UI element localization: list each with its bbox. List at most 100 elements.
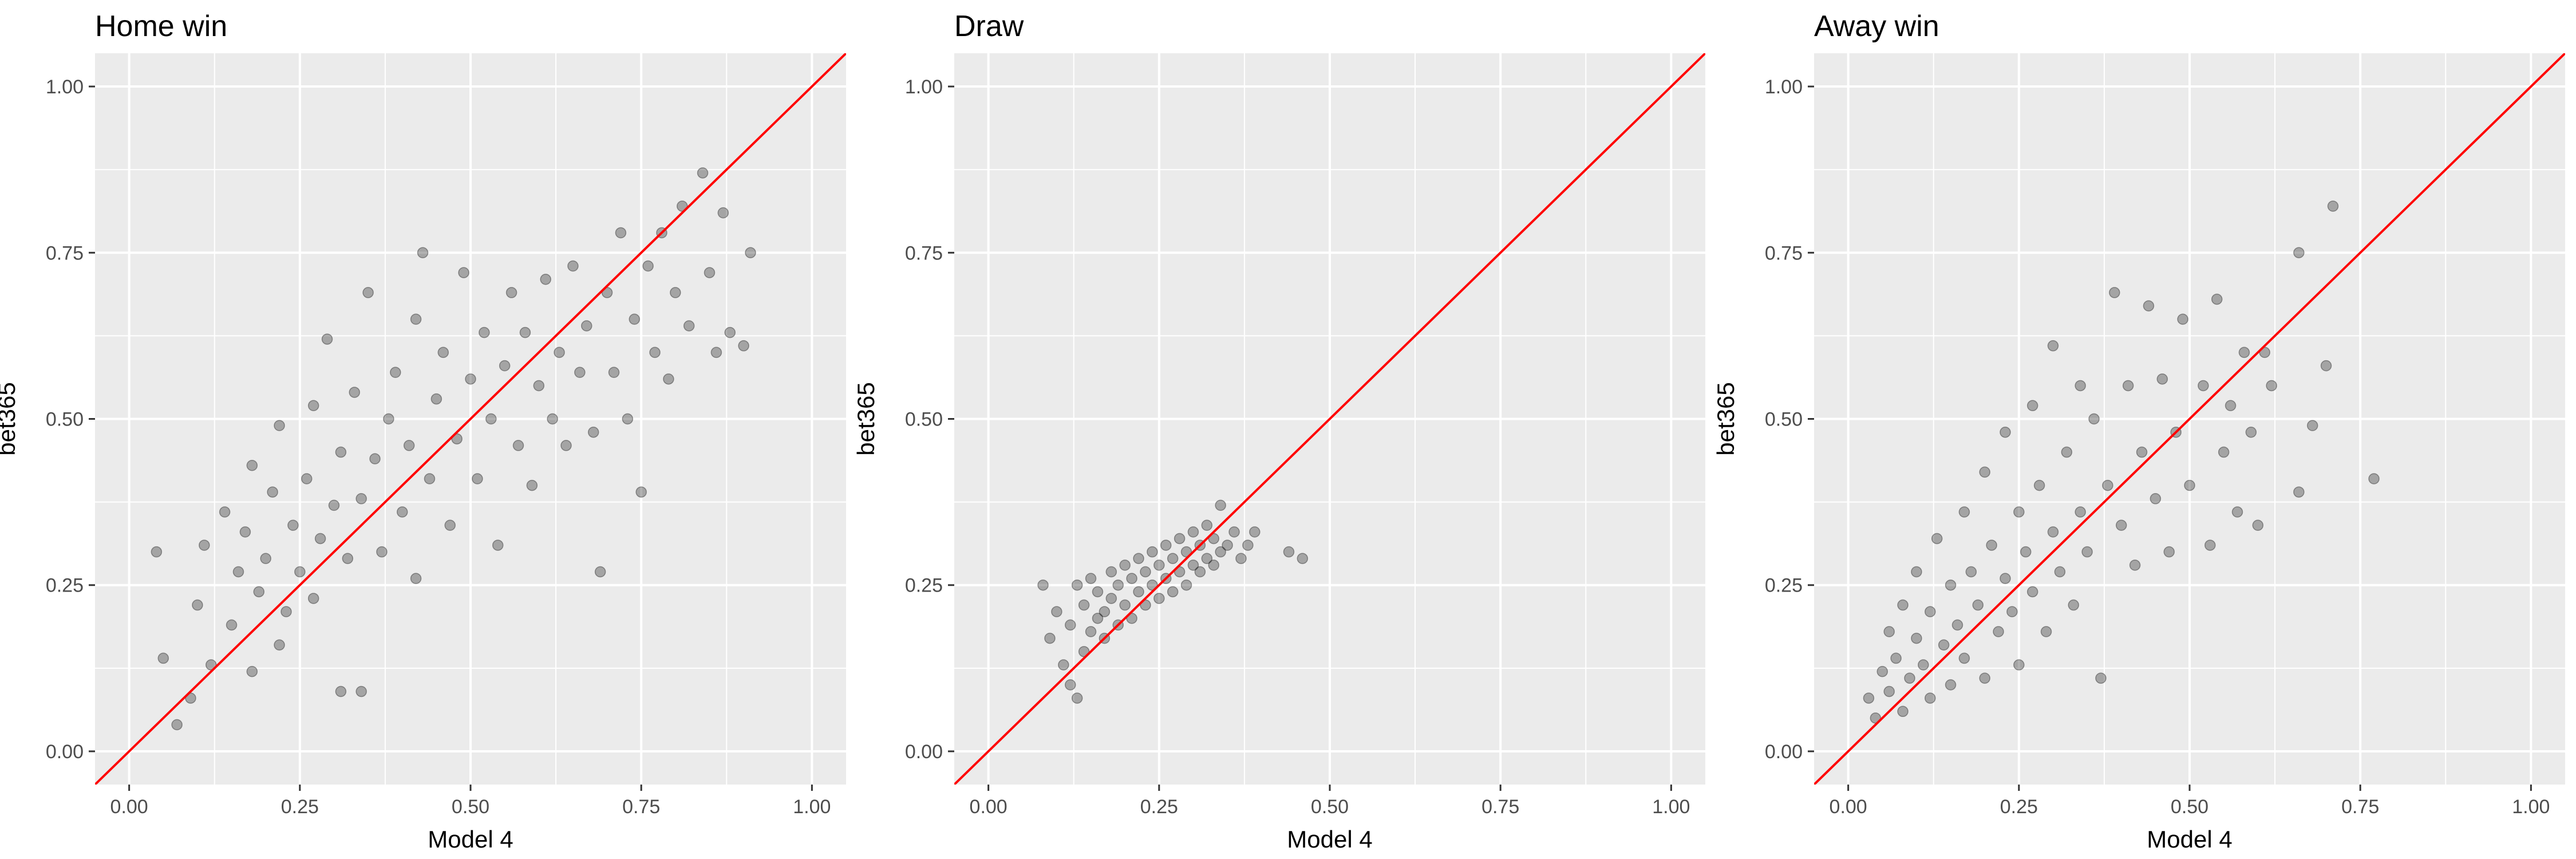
data-point xyxy=(1119,559,1131,571)
data-point xyxy=(260,553,271,565)
data-point xyxy=(342,553,354,565)
data-point xyxy=(587,426,599,438)
x-tick-label: 0.00 xyxy=(110,796,148,818)
data-point xyxy=(1958,652,1970,664)
data-point xyxy=(1201,553,1213,565)
data-point xyxy=(2368,473,2380,484)
data-point xyxy=(2068,599,2079,611)
data-point xyxy=(1235,553,1247,565)
data-point xyxy=(396,506,408,518)
data-point xyxy=(2238,346,2250,358)
data-point xyxy=(1160,539,1172,551)
data-point xyxy=(2184,479,2195,491)
data-point xyxy=(403,440,415,451)
x-axis-title: Model 4 xyxy=(1287,826,1372,853)
data-point xyxy=(287,519,299,531)
data-point xyxy=(1187,526,1199,538)
data-point xyxy=(2245,426,2257,438)
data-point xyxy=(1092,613,1104,624)
data-point xyxy=(1167,586,1179,598)
data-point xyxy=(355,685,367,698)
data-point xyxy=(505,287,517,298)
data-point xyxy=(1897,599,1909,611)
data-point xyxy=(2088,413,2100,425)
data-point xyxy=(2204,539,2216,551)
data-point xyxy=(1945,679,1957,691)
data-point xyxy=(1105,593,1117,604)
data-point xyxy=(335,446,347,458)
x-axis-title: Model 4 xyxy=(2147,826,2232,853)
x-tick-label: 0.00 xyxy=(1830,796,1867,818)
y-tick-label: 1.00 xyxy=(905,76,943,98)
data-point xyxy=(1051,606,1062,617)
data-point xyxy=(246,460,258,471)
y-tick-label: 0.25 xyxy=(905,575,943,597)
data-point xyxy=(321,333,333,345)
data-point xyxy=(1085,626,1097,637)
data-point xyxy=(540,273,551,285)
data-point xyxy=(717,207,729,219)
data-point xyxy=(1194,566,1206,578)
x-tick-label: 1.00 xyxy=(793,796,831,818)
data-point xyxy=(424,473,436,484)
data-point xyxy=(2266,380,2277,392)
x-tick-label: 0.25 xyxy=(1140,796,1178,818)
y-tick-label: 0.50 xyxy=(905,409,943,431)
data-point xyxy=(615,227,627,239)
data-point xyxy=(2075,380,2086,392)
data-point xyxy=(479,326,490,338)
data-point xyxy=(745,247,756,259)
data-point xyxy=(1931,533,1943,545)
x-tick-label: 0.75 xyxy=(1481,796,1519,818)
data-point xyxy=(307,593,319,604)
data-point xyxy=(1979,466,1990,478)
y-tick-label: 0.75 xyxy=(1765,242,1803,264)
data-point xyxy=(1153,559,1165,571)
data-point xyxy=(1071,692,1083,704)
data-point xyxy=(219,506,231,518)
reference-line xyxy=(954,53,1705,785)
data-point xyxy=(2252,519,2264,531)
data-point xyxy=(2109,287,2120,298)
data-point xyxy=(1883,685,1895,698)
y-tick-label: 0.00 xyxy=(1765,741,1803,763)
data-point xyxy=(192,599,203,611)
data-point xyxy=(2115,519,2127,531)
data-point xyxy=(1099,606,1111,617)
panel-1: 0.00 0.25 0.50 0.75 1.00 0.00 0.25 0.50 0.75 1.00… xyxy=(0,10,846,853)
data-point xyxy=(294,566,306,578)
y-axis-title: bet365 xyxy=(0,382,20,455)
data-point xyxy=(2013,506,2025,518)
data-point xyxy=(2150,493,2162,505)
data-point xyxy=(2006,606,2018,617)
data-point xyxy=(2225,400,2237,412)
data-point xyxy=(1938,639,1950,651)
data-point xyxy=(1993,626,2004,637)
data-point xyxy=(2136,446,2148,458)
y-tick-label: 0.75 xyxy=(905,242,943,264)
data-point xyxy=(301,473,313,484)
y-tick-label: 0.00 xyxy=(46,741,84,763)
data-point xyxy=(199,539,210,551)
data-point xyxy=(1876,665,1888,677)
data-point xyxy=(246,665,258,677)
data-point xyxy=(2026,586,2038,598)
data-point xyxy=(307,400,319,412)
data-point xyxy=(724,326,736,338)
data-point xyxy=(1044,632,1056,644)
data-point xyxy=(2000,426,2011,438)
data-point xyxy=(2211,293,2223,305)
data-point xyxy=(2047,340,2059,352)
data-point xyxy=(1201,519,1213,531)
data-point xyxy=(608,367,620,378)
data-point xyxy=(2293,247,2305,259)
data-point xyxy=(417,247,429,259)
data-point xyxy=(253,586,265,598)
y-tick-label: 0.25 xyxy=(46,575,84,597)
data-point xyxy=(2000,573,2011,584)
data-point xyxy=(410,313,422,325)
data-point xyxy=(1085,573,1097,584)
data-point xyxy=(2075,506,2086,518)
data-point xyxy=(492,539,504,551)
